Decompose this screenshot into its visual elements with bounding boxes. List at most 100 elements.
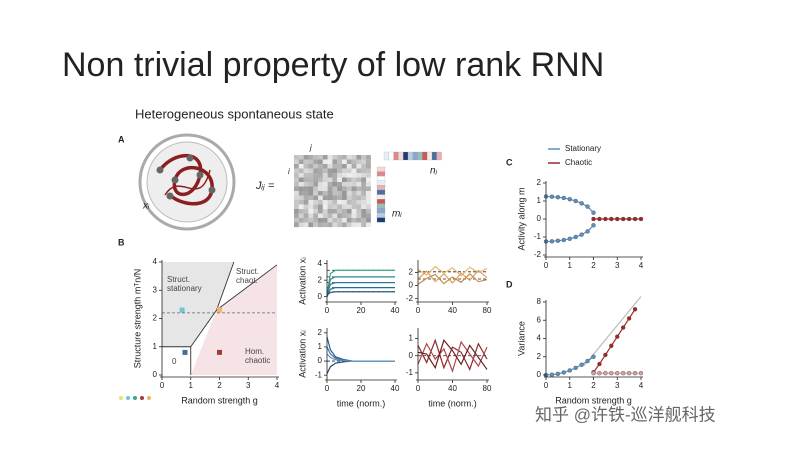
matrix-cell	[298, 200, 304, 205]
matrix-cell	[318, 177, 323, 183]
data-point	[603, 370, 608, 376]
y-tick-label: -2	[534, 250, 542, 259]
panel-label: A	[118, 134, 125, 144]
matrix-cell	[332, 209, 338, 214]
y-tick-label: 1	[409, 334, 414, 343]
matrix-cell	[337, 186, 343, 192]
data-point	[603, 216, 608, 222]
matrix-cell	[332, 204, 338, 210]
matrix-cell	[308, 177, 314, 183]
matrix-cell	[356, 200, 362, 205]
matrix-cell	[294, 218, 299, 223]
matrix-cell	[332, 200, 338, 205]
matrix-cell	[351, 155, 357, 160]
matrix-cell	[308, 191, 314, 196]
matrix-cell	[366, 182, 371, 187]
matrix-cell	[308, 209, 314, 214]
region-label: Struct. stationary	[167, 275, 202, 293]
matrix-label: Jᵢⱼ =	[255, 180, 275, 192]
vector-cell	[417, 151, 423, 161]
matrix-cell	[346, 222, 352, 228]
matrix-cell	[327, 159, 333, 165]
matrix-cell	[294, 213, 299, 219]
matrix-cell	[337, 204, 343, 210]
x-tick-label: 4	[639, 381, 644, 390]
slide-title: Non trivial property of low rank RNN	[62, 46, 604, 84]
matrix-cell	[318, 159, 323, 165]
matrix-cell	[361, 173, 367, 178]
series-line	[417, 340, 488, 374]
matrix-cell	[342, 186, 347, 192]
data-point	[638, 370, 644, 376]
x-axis-label: time (norm.)	[337, 398, 386, 408]
matrix-cell	[342, 177, 347, 183]
matrix-cell	[313, 164, 319, 169]
matrix-cell	[332, 213, 338, 219]
x-tick-label: 2	[591, 381, 596, 390]
region-label: 0	[172, 357, 177, 366]
data-point	[561, 370, 567, 375]
vector-cell	[376, 199, 386, 204]
matrix-cell	[318, 155, 323, 160]
matrix-cell	[313, 200, 319, 205]
m-label: mᵢ	[392, 209, 402, 220]
data-point	[579, 201, 584, 206]
matrix-cell	[327, 177, 333, 183]
vector-cell	[422, 151, 428, 161]
x-tick-label: 40	[448, 384, 457, 393]
matrix-cell	[318, 222, 323, 228]
y-tick-label: 2	[318, 328, 323, 337]
col-index: j	[309, 143, 312, 152]
series-line	[326, 353, 395, 362]
matrix-cell	[346, 177, 352, 183]
matrix-cell	[332, 222, 338, 228]
matrix-cell	[351, 177, 357, 183]
data-point	[579, 362, 584, 367]
y-tick-label: 2	[409, 268, 414, 277]
matrix-cell	[337, 191, 343, 196]
matrix-cell	[366, 195, 371, 201]
matrix-cell	[366, 173, 371, 178]
matrix-cell	[346, 200, 352, 205]
matrix-cell	[351, 168, 357, 174]
matrix-cell	[342, 155, 347, 160]
vector-cell	[383, 151, 389, 161]
matrix-cell	[337, 213, 343, 219]
matrix-cell	[361, 204, 367, 210]
matrix-cell	[346, 191, 352, 196]
matrix-cell	[346, 168, 352, 174]
phase-point	[217, 349, 222, 355]
data-point	[597, 361, 602, 367]
data-point	[620, 370, 626, 376]
matrix-cell	[313, 191, 319, 196]
matrix-cell	[332, 186, 338, 192]
matrix-cell	[351, 164, 357, 169]
vector-cell	[431, 151, 437, 161]
x-tick-label: 0	[544, 381, 549, 390]
phase-boundary	[216, 264, 278, 311]
rank-one-vectors	[376, 151, 442, 223]
matrix-cell	[332, 177, 338, 183]
matrix-cell	[337, 177, 343, 183]
y-tick-label: -1	[406, 368, 414, 377]
matrix-cell	[332, 173, 338, 178]
vector-cell	[403, 151, 409, 161]
matrix-cell	[351, 213, 357, 219]
data-point	[609, 216, 614, 222]
matrix-cell	[298, 159, 304, 165]
matrix-cell	[342, 213, 347, 219]
vector-cell	[376, 212, 386, 218]
matrix-cell	[298, 218, 304, 223]
matrix-cell	[356, 168, 362, 174]
y-tick-label: 0	[537, 214, 542, 223]
matrix-cell	[346, 195, 352, 201]
vector-cell	[398, 151, 404, 161]
matrix-cell	[332, 164, 338, 169]
matrix-cell	[332, 195, 338, 201]
matrix-cell	[351, 204, 357, 210]
matrix-cell	[313, 204, 319, 210]
matrix-cell	[361, 164, 367, 169]
n-label: nⱼ	[430, 166, 438, 177]
series-line	[417, 269, 488, 284]
matrix-cell	[303, 186, 309, 192]
